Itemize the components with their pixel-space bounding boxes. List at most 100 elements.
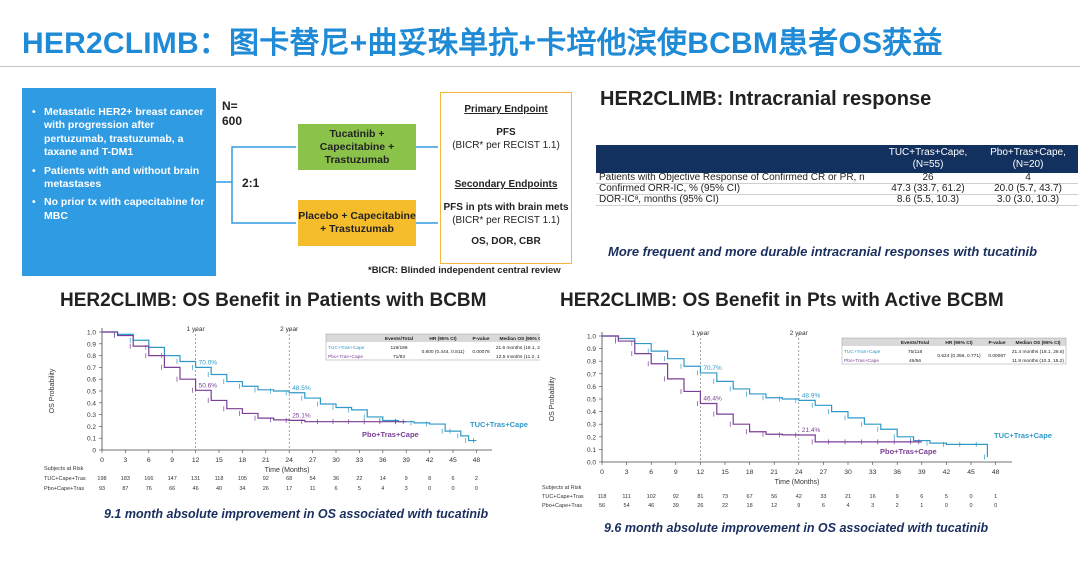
x-tick-label: 36 bbox=[893, 469, 901, 476]
km-point-label: 70.7% bbox=[703, 365, 722, 372]
x-tick-label: 15 bbox=[721, 469, 729, 476]
risk-count: 54 bbox=[624, 503, 630, 509]
x-tick-label: 42 bbox=[426, 457, 434, 464]
x-tick-label: 39 bbox=[402, 457, 410, 464]
x-axis-label: Time (Months) bbox=[265, 467, 310, 474]
risk-count: 87 bbox=[122, 486, 128, 492]
y-tick-label: 0.0 bbox=[587, 460, 596, 467]
y-tick-label: 0.3 bbox=[587, 422, 596, 429]
eligibility-item: Metastatic HER2+ breast cancer with prog… bbox=[32, 106, 208, 160]
hr-table-cell: 21.6 months (18.1, 28.5) bbox=[496, 345, 540, 351]
risk-count: 0 bbox=[451, 486, 454, 492]
y-tick-label: 0.8 bbox=[587, 359, 596, 366]
risk-count: 14 bbox=[380, 476, 386, 482]
x-tick-label: 27 bbox=[820, 469, 828, 476]
risk-row-name: TUC+Cape+Tras bbox=[44, 476, 86, 482]
y-tick-label: 0.9 bbox=[87, 341, 96, 348]
risk-count: 6 bbox=[822, 503, 825, 509]
y-tick-label: 0.4 bbox=[587, 409, 596, 416]
x-tick-label: 30 bbox=[332, 457, 340, 464]
hr-table-header: P-value bbox=[988, 340, 1005, 346]
risk-count: 12 bbox=[771, 503, 777, 509]
title-divider bbox=[0, 66, 1080, 67]
km-point-label: 46.4% bbox=[703, 396, 722, 403]
y-tick-label: 0.8 bbox=[87, 353, 96, 360]
km-point-label: 50.6% bbox=[199, 382, 218, 389]
hr-table-cell: 46/56 bbox=[909, 358, 921, 364]
risk-row-name: Pbo+Cape+Tras bbox=[542, 503, 582, 509]
risk-count: 93 bbox=[99, 486, 105, 492]
x-tick-label: 24 bbox=[795, 469, 803, 476]
hr-table-cell: 71/93 bbox=[393, 354, 405, 360]
design-connectors bbox=[216, 146, 438, 224]
risk-row-name: Pbo+Cape+Tras bbox=[44, 486, 84, 492]
x-tick-label: 0 bbox=[600, 469, 604, 476]
km-curve-tucatinib bbox=[102, 331, 477, 442]
risk-count: 81 bbox=[697, 494, 703, 500]
x-axis-label: Time (Months) bbox=[775, 479, 820, 486]
hr-table-cell: 0.00078 bbox=[472, 349, 490, 355]
risk-count: 105 bbox=[238, 476, 247, 482]
risk-count: 2 bbox=[896, 503, 899, 509]
y-tick-label: 0.3 bbox=[87, 412, 96, 419]
year-marker-label: 2 year bbox=[790, 330, 809, 337]
x-tick-label: 36 bbox=[379, 457, 387, 464]
x-tick-label: 6 bbox=[147, 457, 151, 464]
chart-title-active-bcbm: HER2CLIMB: OS Benefit in Pts with Active… bbox=[560, 290, 1004, 311]
eligibility-box: Metastatic HER2+ breast cancer with prog… bbox=[22, 88, 216, 276]
x-tick-label: 6 bbox=[649, 469, 653, 476]
hr-table-border bbox=[841, 337, 1067, 365]
x-tick-label: 33 bbox=[356, 457, 364, 464]
hr-table-cell: Pbo+Tras+Cape bbox=[844, 358, 879, 364]
secondary-endpoint: PFS in pts with brain mets bbox=[443, 202, 569, 213]
risk-count: 36 bbox=[333, 476, 339, 482]
risk-count: 6 bbox=[451, 476, 454, 482]
risk-count: 0 bbox=[428, 486, 431, 492]
page-title: HER2CLIMB：图卡替尼+曲妥珠单抗+卡培他滨使BCBM患者OS获益 bbox=[22, 27, 943, 60]
risk-count: 147 bbox=[168, 476, 177, 482]
risk-count: 166 bbox=[144, 476, 153, 482]
endpoints-box: Primary Endpoint PFS (BICR* per RECIST 1… bbox=[440, 92, 572, 264]
year-marker-label: 1 year bbox=[187, 326, 206, 333]
risk-count: 131 bbox=[191, 476, 200, 482]
y-tick-label: 0.5 bbox=[87, 389, 96, 396]
km-chart-bcbm: 00.10.20.30.40.50.60.70.80.91.00 3 6 9 12 15 1… bbox=[44, 326, 540, 492]
hr-table-cell: 11.8 months (10.3, 15.2) bbox=[1012, 358, 1064, 364]
secondary-endpoint-others: OS, DOR, CBR bbox=[471, 236, 541, 247]
x-tick-label: 45 bbox=[967, 469, 975, 476]
hr-table-header: HR (95% CI) bbox=[429, 336, 457, 342]
eligibility-item: Patients with and without brain metastas… bbox=[32, 165, 208, 192]
x-tick-label: 27 bbox=[309, 457, 317, 464]
x-tick-label: 48 bbox=[992, 469, 1000, 476]
hr-table-header: Median OS (95% CI) bbox=[1015, 340, 1060, 346]
y-tick-label: 0.4 bbox=[87, 400, 96, 407]
y-tick-label: 1.0 bbox=[87, 330, 96, 337]
x-tick-label: 42 bbox=[943, 469, 951, 476]
risk-table-label: Subjects at Risk bbox=[542, 485, 582, 491]
risk-count: 118 bbox=[215, 476, 224, 482]
risk-count: 198 bbox=[97, 476, 106, 482]
risk-count: 0 bbox=[969, 494, 972, 500]
hr-table-cell: TUC+Tras+Cape bbox=[328, 345, 365, 351]
risk-count: 11 bbox=[310, 486, 316, 492]
y-tick-label: 0.7 bbox=[87, 365, 96, 372]
y-axis-label: OS Probability bbox=[549, 376, 556, 421]
risk-count: 34 bbox=[239, 486, 245, 492]
risk-count: 1 bbox=[994, 494, 997, 500]
x-tick-label: 21 bbox=[770, 469, 778, 476]
col-header-tuc: TUC+Tras+Cape, (N=55) bbox=[878, 145, 978, 173]
x-tick-label: 48 bbox=[473, 457, 481, 464]
randomization-ratio: 2:1 bbox=[242, 176, 260, 190]
hr-table-cell: Pbo+Tras+Cape bbox=[328, 354, 363, 360]
risk-count: 73 bbox=[722, 494, 728, 500]
risk-count: 18 bbox=[747, 503, 753, 509]
sample-size: N= 600 bbox=[222, 99, 243, 128]
chart-title-bcbm: HER2CLIMB: OS Benefit in Patients with B… bbox=[60, 290, 487, 311]
risk-row-name: TUC+Cape+Tras bbox=[542, 494, 584, 500]
eligibility-item: No prior tx with capecitabine for MBC bbox=[32, 196, 208, 223]
secondary-endpoint-header: Secondary Endpoints bbox=[454, 179, 558, 190]
risk-count: 0 bbox=[969, 503, 972, 509]
hr-table-header: HR (95% CI) bbox=[945, 340, 973, 346]
series-label: Pbo+Tras+Cape bbox=[880, 447, 937, 456]
km-chart-active-bcbm: 0.00.10.20.30.40.50.60.70.80.91.00 3 6 9 12 1… bbox=[542, 330, 1067, 509]
